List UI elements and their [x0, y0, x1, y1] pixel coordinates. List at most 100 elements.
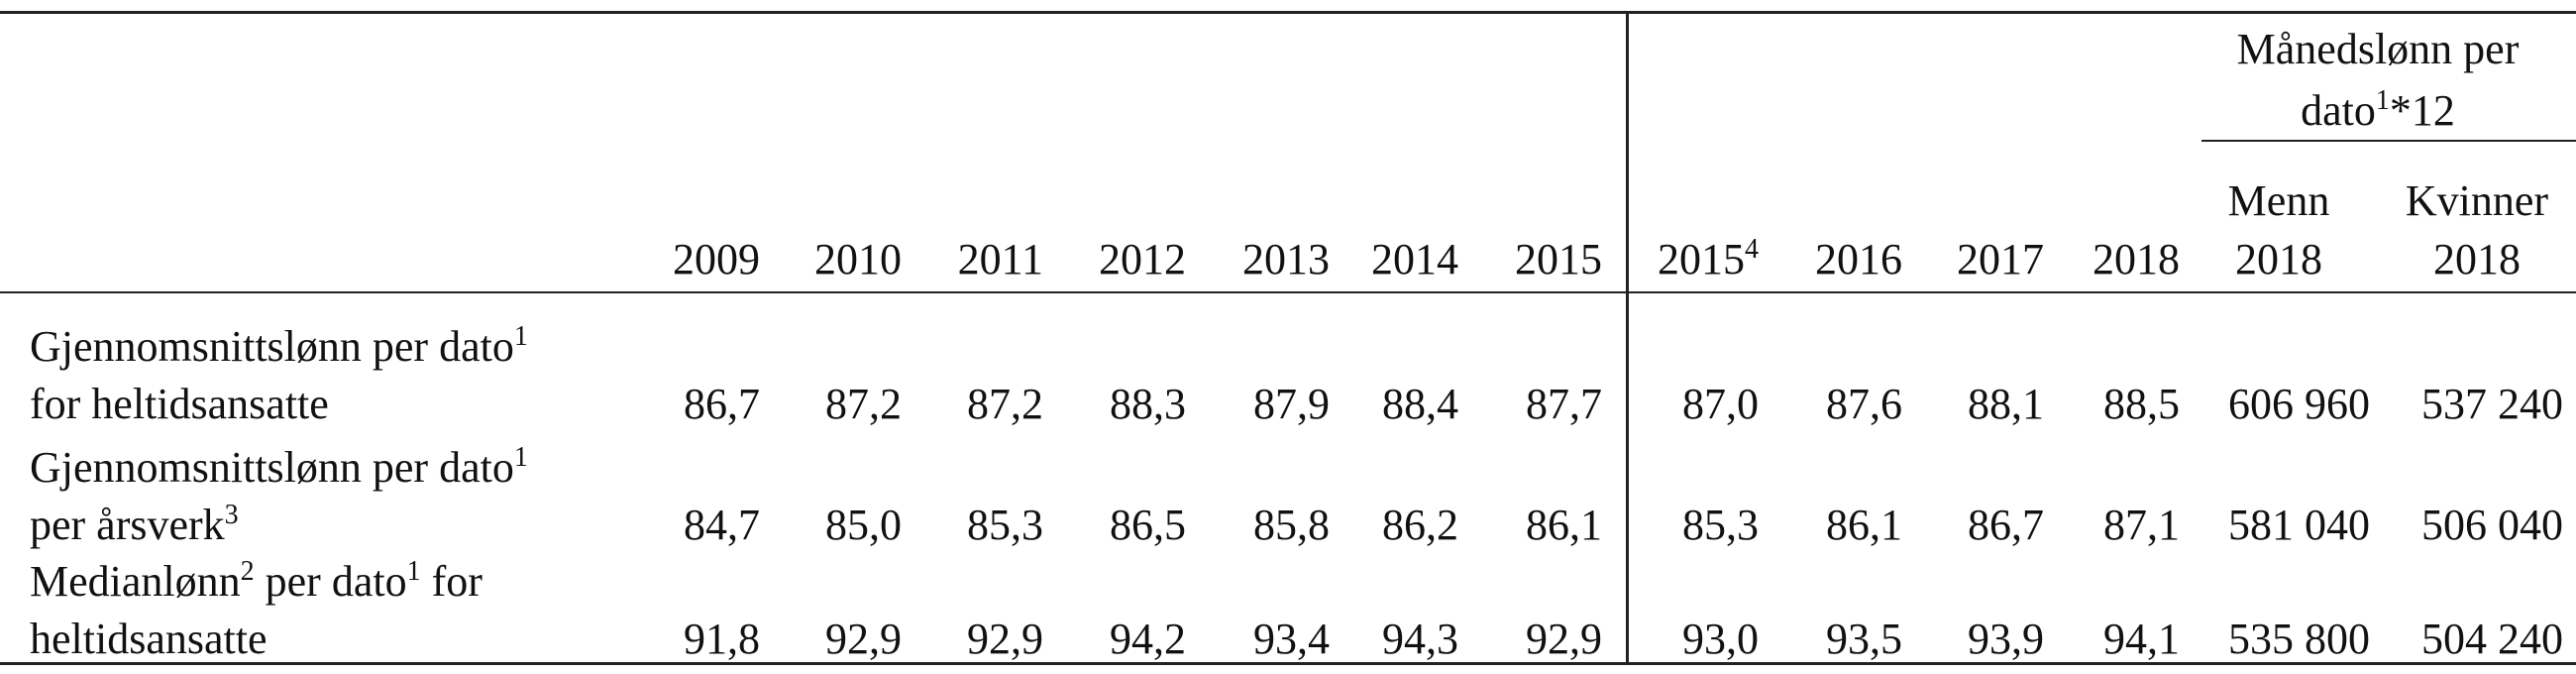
bottom-rule — [0, 662, 2576, 665]
cell-value: 93,0 — [1682, 615, 1759, 663]
header-rule — [0, 291, 2576, 293]
cell-value: 93,9 — [1968, 615, 2044, 663]
row-label-text: per dato — [254, 557, 407, 606]
column-header-text: 2018 — [2093, 235, 2180, 283]
cell-value: 86,1 — [1526, 501, 1602, 549]
row-label-text: 3 — [224, 500, 239, 530]
cell-value: 506 040 — [2421, 501, 2563, 549]
cell-value: 91,8 — [684, 615, 760, 663]
column-header: 20154 — [1658, 235, 1759, 284]
column-header-text: 2013 — [1242, 235, 1330, 283]
cell-value: 535 800 — [2228, 615, 2370, 663]
cell-value: 92,9 — [825, 615, 902, 663]
row-label-text: for heltidsansatte — [30, 380, 329, 428]
cell-value: 88,3 — [1110, 380, 1186, 428]
row-label-text: Gjennomsnittslønn per dato — [30, 322, 514, 371]
cell-value: 92,9 — [1526, 615, 1602, 663]
row-label-text: heltidsansatte — [30, 615, 268, 663]
cell-value: 88,4 — [1382, 380, 1458, 428]
column-header: 2017 — [1957, 235, 2044, 284]
cell-value: 86,7 — [1968, 501, 2044, 549]
cell-value: 84,7 — [684, 501, 760, 549]
row-label-text: 1 — [406, 556, 421, 587]
column-header: Menn — [2228, 176, 2330, 226]
column-header-text: 2015 — [1515, 235, 1602, 283]
group-rule — [2201, 140, 2576, 142]
cell-value: 93,4 — [1253, 615, 1330, 663]
top-rule — [0, 11, 2576, 14]
row-label-text: 2 — [240, 556, 255, 587]
row-label: Gjennomsnittslønn per dato1 — [30, 443, 528, 493]
column-header-text: 2018 — [2433, 235, 2521, 283]
column-header-text: 2011 — [957, 235, 1043, 283]
cell-value: 86,1 — [1826, 501, 1902, 549]
column-header-text: Menn — [2227, 176, 2330, 225]
cell-value: 504 240 — [2421, 615, 2563, 663]
cell-value: 537 240 — [2421, 380, 2563, 428]
cell-value: 85,0 — [825, 501, 902, 549]
cell-value: 87,0 — [1682, 380, 1759, 428]
column-header: 2011 — [958, 235, 1043, 284]
column-header-text: 2014 — [1371, 235, 1458, 283]
row-label: Gjennomsnittslønn per dato1 — [30, 322, 528, 372]
column-header-text: 2017 — [1957, 235, 2044, 283]
column-header: 2010 — [814, 235, 902, 284]
column-header-text: 2010 — [814, 235, 902, 283]
row-label: for heltidsansatte — [30, 380, 329, 429]
cell-value: 87,7 — [1526, 380, 1602, 428]
column-header: 2018 — [2433, 235, 2521, 284]
column-header: 2015 — [1515, 235, 1602, 284]
cell-value: 92,9 — [967, 615, 1043, 663]
cell-value: 88,1 — [1968, 380, 2044, 428]
column-header: 2016 — [1815, 235, 1902, 284]
cell-value: 85,8 — [1253, 501, 1330, 549]
column-header-text: 2018 — [2235, 235, 2322, 283]
cell-value: 86,2 — [1382, 501, 1458, 549]
column-header: 2009 — [673, 235, 760, 284]
row-label-text: Gjennomsnittslønn per dato — [30, 443, 514, 492]
row-label-text: 1 — [513, 321, 528, 352]
column-header-text: 2012 — [1099, 235, 1186, 283]
row-label-text: per årsverk — [30, 501, 225, 549]
column-header: 2014 — [1371, 235, 1458, 284]
cell-value: 88,5 — [2103, 380, 2180, 428]
cell-value: 94,3 — [1382, 615, 1458, 663]
group-header-text: dato — [2301, 86, 2376, 135]
group-header-text: Månedslønn per — [2236, 25, 2520, 73]
column-header: 2018 — [2093, 235, 2180, 284]
cell-value: 94,2 — [1110, 615, 1186, 663]
column-header-text: Kvinner — [2405, 176, 2549, 225]
column-header-text: 2009 — [673, 235, 760, 283]
row-label-text: 1 — [513, 442, 528, 473]
cell-value: 94,1 — [2103, 615, 2180, 663]
row-label: heltidsansatte — [30, 615, 268, 664]
column-header: 2013 — [1242, 235, 1330, 284]
column-header: Kvinner — [2406, 176, 2548, 226]
group-header: Månedslønn per — [2237, 25, 2520, 74]
column-header-text: 2016 — [1815, 235, 1902, 283]
cell-value: 606 960 — [2228, 380, 2370, 428]
group-header-text: *12 — [2389, 86, 2455, 135]
row-label: per årsverk3 — [30, 501, 239, 550]
column-header: 2012 — [1099, 235, 1186, 284]
cell-value: 87,2 — [967, 380, 1043, 428]
cell-value: 93,5 — [1826, 615, 1902, 663]
column-header-text: 2015 — [1658, 235, 1745, 283]
cell-value: 87,1 — [2103, 501, 2180, 549]
cell-value: 581 040 — [2228, 501, 2370, 549]
cell-value: 86,5 — [1110, 501, 1186, 549]
column-header: 2018 — [2235, 235, 2322, 284]
group-header: dato1*12 — [2301, 86, 2455, 136]
column-header-text: 4 — [1745, 234, 1759, 265]
cell-value: 87,9 — [1253, 380, 1330, 428]
cell-value: 85,3 — [1682, 501, 1759, 549]
cell-value: 85,3 — [967, 501, 1043, 549]
group-header-text: 1 — [2375, 85, 2390, 116]
row-label-text: for — [420, 557, 483, 606]
cell-value: 87,6 — [1826, 380, 1902, 428]
cell-value: 87,2 — [825, 380, 902, 428]
column-divider — [1626, 11, 1629, 665]
row-label: Medianlønn2 per dato1 for — [30, 557, 483, 607]
row-label-text: Medianlønn — [30, 557, 241, 606]
